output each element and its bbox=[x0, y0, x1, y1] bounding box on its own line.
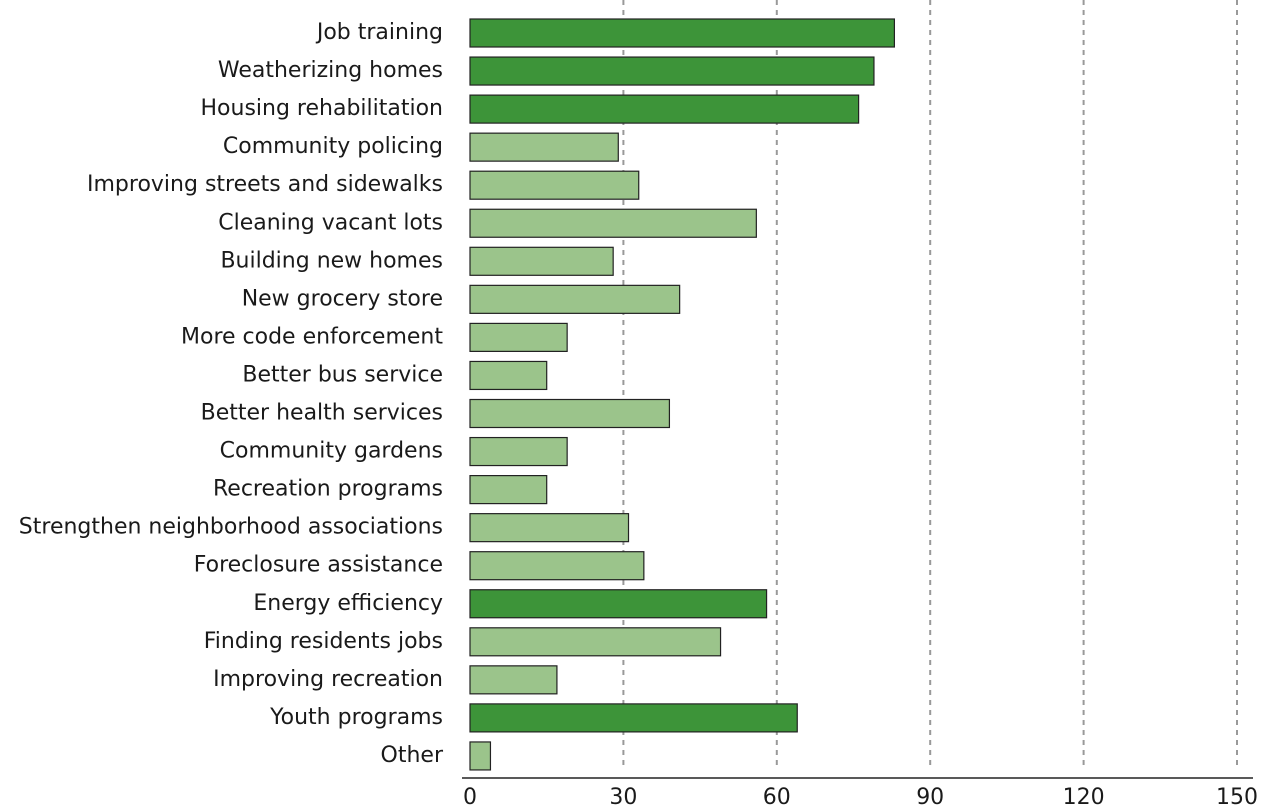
y-tick-label: New grocery store bbox=[242, 286, 443, 311]
x-tick-label: 30 bbox=[609, 785, 637, 809]
bar bbox=[469, 284, 681, 314]
x-tick-label: 120 bbox=[1063, 785, 1105, 809]
y-tick-label: Improving recreation bbox=[213, 667, 443, 692]
x-tick-label: 60 bbox=[763, 785, 791, 809]
bar bbox=[469, 398, 671, 429]
bar bbox=[469, 170, 640, 200]
x-tick-label: 90 bbox=[916, 785, 944, 809]
y-tick-label: Youth programs bbox=[269, 705, 443, 730]
y-tick-label: Improving streets and sidewalks bbox=[87, 172, 443, 197]
bar bbox=[469, 132, 619, 162]
y-tick-label: Foreclosure assistance bbox=[194, 553, 443, 578]
bar bbox=[469, 475, 548, 505]
y-tick-label: More code enforcement bbox=[181, 324, 443, 349]
y-tick-label: Community policing bbox=[223, 134, 443, 159]
bar bbox=[469, 703, 798, 733]
bar bbox=[469, 56, 875, 86]
y-tick-label: Building new homes bbox=[220, 248, 443, 273]
x-tick-label: 0 bbox=[463, 785, 477, 809]
bar bbox=[469, 18, 896, 48]
y-tick-label: Energy efficiency bbox=[253, 591, 443, 616]
y-tick-label: Housing rehabilitation bbox=[201, 96, 444, 121]
bar bbox=[469, 551, 645, 581]
y-tick-label: Better health services bbox=[201, 401, 443, 426]
bar bbox=[469, 94, 860, 124]
bar bbox=[469, 665, 558, 695]
bar bbox=[469, 246, 614, 276]
bar bbox=[469, 322, 568, 352]
bar bbox=[469, 208, 757, 238]
y-tick-label: Community gardens bbox=[220, 439, 443, 464]
y-tick-label: Finding residents jobs bbox=[204, 629, 443, 654]
bar bbox=[469, 513, 630, 543]
bar bbox=[469, 360, 548, 391]
y-tick-label: Job training bbox=[315, 20, 443, 45]
y-tick-label: Strengthen neighborhood associations bbox=[19, 515, 443, 540]
y-tick-label: Cleaning vacant lots bbox=[218, 210, 443, 235]
x-tick-label: 150 bbox=[1216, 785, 1258, 809]
y-tick-label: Recreation programs bbox=[213, 477, 443, 502]
bar bbox=[469, 741, 492, 771]
y-tick-label: Weatherizing homes bbox=[218, 58, 443, 83]
bar bbox=[469, 436, 568, 467]
y-tick-label: Other bbox=[381, 743, 444, 768]
bar bbox=[469, 627, 722, 657]
bar bbox=[469, 589, 768, 619]
y-tick-label: Better bus service bbox=[242, 362, 443, 387]
